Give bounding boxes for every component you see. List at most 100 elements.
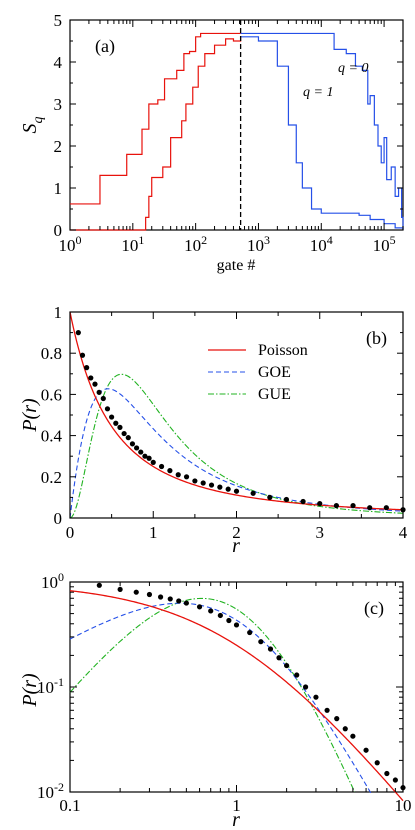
- data-point: [129, 441, 136, 447]
- panel-b-distribution: 0 1 2 3 4 0 0.2 0.4 0.6 0.8 1 (b) Poisson GOE GUE…: [19, 303, 408, 557]
- data-point: [200, 480, 206, 486]
- data-point: [225, 486, 231, 492]
- data-point: [350, 733, 356, 739]
- data-point: [146, 591, 153, 598]
- data-point: [350, 503, 356, 509]
- data-point: [400, 507, 406, 513]
- data-point: [146, 455, 152, 461]
- series-q1_red: [70, 37, 242, 231]
- series-q0_red: [70, 32, 241, 205]
- y-tick-label: 4: [54, 53, 63, 72]
- data-point: [175, 472, 181, 478]
- panel-b-plot-area: [69, 311, 406, 519]
- data-point: [384, 770, 390, 777]
- x-tick-label: 105: [373, 233, 396, 255]
- panel-a-xlabel: gate #: [217, 257, 256, 274]
- data-point: [302, 684, 309, 690]
- data-point: [283, 496, 290, 503]
- panel-b-legend: Poisson GOE GUE: [208, 342, 308, 403]
- panel-c-y-ticks: 10-2 10-1 100: [37, 570, 403, 802]
- data-point: [284, 662, 290, 669]
- panel-a-x-ticks: 100 101 102 103 104 105: [59, 20, 404, 255]
- y-tick-label: 2: [54, 137, 63, 156]
- panel-b-xlabel: r: [232, 535, 240, 557]
- y-tick-label: 0.2: [41, 468, 62, 487]
- panel-b-x-ticks: 0 1 2 3 4: [66, 312, 408, 542]
- legend-poisson: Poisson: [258, 342, 308, 359]
- data-point: [363, 747, 369, 753]
- panel-a-ylabel: Sq: [19, 117, 46, 134]
- x-tick-label: 1: [232, 796, 241, 815]
- legend-goe: GOE: [258, 364, 291, 381]
- y-tick-label: 10-2: [37, 780, 64, 802]
- data-point: [167, 596, 173, 602]
- data-point: [217, 484, 223, 490]
- data-point: [88, 375, 94, 381]
- panel-c-frame: [69, 581, 404, 793]
- panel-b-frame: [69, 311, 404, 519]
- x-tick-label: 2: [232, 523, 241, 542]
- data-point: [233, 622, 240, 628]
- x-tick-label: 0.1: [59, 796, 80, 815]
- data-point: [367, 505, 373, 511]
- data-point: [133, 589, 139, 595]
- panel-b-label: (b): [366, 328, 387, 349]
- curve-gue: [69, 597, 356, 793]
- data-point: [96, 389, 102, 395]
- data-point: [192, 478, 198, 484]
- y-tick-label: 3: [54, 95, 63, 114]
- data-point: [383, 505, 389, 511]
- data-point: [96, 582, 102, 588]
- y-tick-label: 0: [54, 509, 63, 528]
- y-tick-label: 100: [41, 570, 64, 592]
- data-point: [117, 586, 123, 593]
- y-tick-label: 1: [54, 303, 63, 322]
- y-tick-label: 5: [54, 11, 63, 30]
- svg-text:Sq: Sq: [19, 117, 46, 134]
- data-point: [167, 468, 173, 474]
- data-point: [247, 629, 253, 636]
- data-point: [79, 352, 86, 358]
- data-point: [324, 707, 330, 713]
- data-point: [208, 482, 215, 488]
- x-tick-label: 104: [310, 233, 333, 255]
- data-point: [176, 598, 182, 604]
- curve-poisson: [69, 590, 404, 802]
- data-point: [208, 608, 214, 614]
- panel-c-loglog: 0.1 1 10 10-2 10-1 100 (c) r P(r): [19, 570, 412, 830]
- y-tick-label: 0: [54, 221, 63, 240]
- annotation-q1: q = 1: [303, 85, 333, 100]
- panel-c-ylabel: P(r): [19, 673, 41, 708]
- data-point: [113, 420, 119, 426]
- annotation-q0: q = 0: [338, 61, 368, 76]
- panel-a-plot-area: [70, 20, 404, 231]
- curve-poisson: [69, 311, 404, 511]
- data-point: [300, 498, 306, 505]
- data-point: [196, 604, 203, 610]
- data-point: [138, 449, 144, 455]
- data-point: [226, 617, 232, 624]
- data-point: [121, 430, 127, 437]
- series-q1_blue: [240, 36, 404, 230]
- data-point: [217, 612, 223, 619]
- data-point: [104, 406, 111, 412]
- y-tick-label: 1: [54, 179, 63, 198]
- panel-a-label: (a): [95, 36, 115, 57]
- data-point: [183, 474, 190, 480]
- data-point: [150, 459, 156, 465]
- data-point: [258, 639, 264, 645]
- curve-gue: [69, 373, 404, 519]
- data-point: [317, 500, 323, 507]
- panel-a-y-ticks: 0 1 2 3 4 5: [54, 11, 403, 240]
- series-q0_blue: [240, 32, 404, 230]
- data-point: [342, 726, 348, 732]
- panel-c-plot-area: [69, 582, 406, 802]
- x-tick-label: 103: [247, 233, 270, 255]
- data-point: [109, 414, 115, 420]
- data-point: [157, 594, 164, 600]
- x-tick-label: 101: [121, 233, 144, 255]
- panel-b-ylabel: P(r): [19, 398, 41, 433]
- data-point: [75, 330, 81, 336]
- data-point: [142, 453, 148, 459]
